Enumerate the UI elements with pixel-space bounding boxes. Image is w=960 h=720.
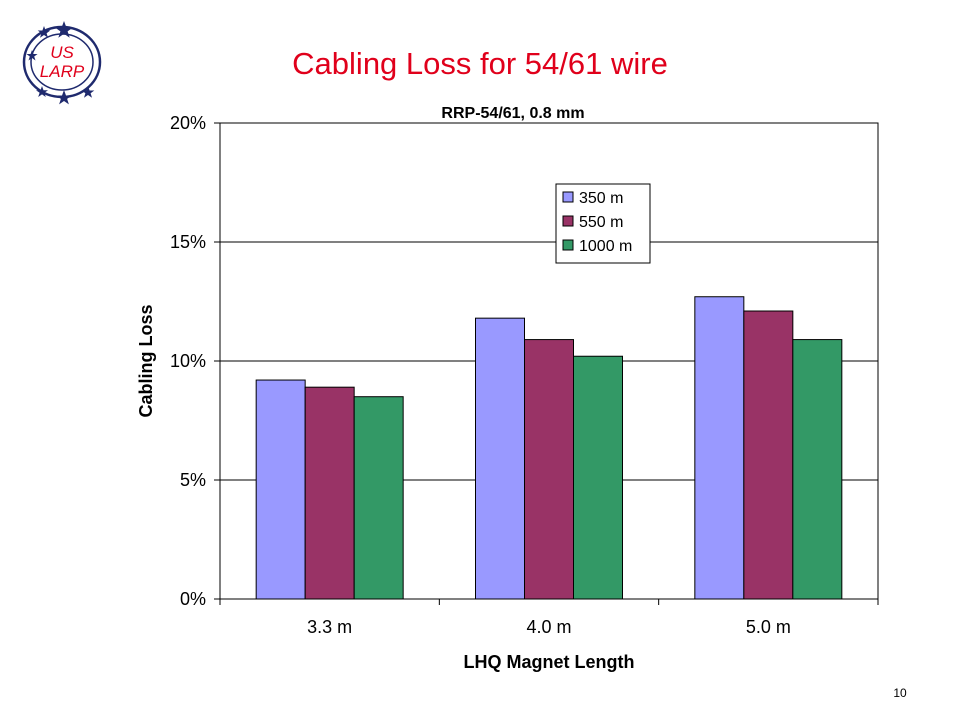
logo-larp-text: LARP (40, 62, 85, 81)
y-axis-ticks: 0% 5% 10% 15% 20% (170, 113, 220, 609)
bar-1000-m-3.3-m (353, 396, 404, 600)
legend-swatch (562, 215, 574, 227)
y-tick-label: 0% (180, 589, 206, 609)
bar-350-m-4.0-m (475, 317, 525, 600)
y-axis-title: Cabling Loss (136, 304, 156, 417)
chart-title: RRP-54/61, 0.8 mm (441, 105, 584, 122)
slide-title: Cabling Loss for 54/61 wire (292, 46, 668, 81)
legend-swatch (562, 191, 574, 203)
bars (255, 296, 843, 600)
chart-legend: 350 m 550 m 1000 m (555, 183, 651, 264)
bar-350-m-3.3-m (255, 379, 306, 600)
x-axis-title: LHQ Magnet Length (464, 652, 635, 672)
y-tick-label: 20% (170, 113, 206, 133)
legend-label: 350 m (579, 190, 623, 207)
x-tick-label: 3.3 m (307, 617, 352, 637)
bar-350-m-5.0-m (694, 296, 745, 600)
bar-550-m-4.0-m (524, 339, 574, 600)
x-axis-ticks: 3.3 m 4.0 m 5.0 m (219, 599, 879, 637)
legend-swatch (562, 239, 574, 251)
bar-550-m-3.3-m (304, 386, 355, 600)
y-tick-label: 10% (170, 351, 206, 371)
legend-label: 1000 m (579, 238, 632, 255)
bar-1000-m-4.0-m (573, 355, 623, 600)
y-tick-label: 15% (170, 232, 206, 252)
page-number: 10 (893, 686, 907, 700)
x-tick-label: 4.0 m (526, 617, 571, 637)
bar-1000-m-5.0-m (792, 339, 843, 600)
bar-550-m-5.0-m (743, 310, 794, 600)
y-tick-label: 5% (180, 470, 206, 490)
x-tick-label: 5.0 m (746, 617, 791, 637)
legend-label: 550 m (579, 214, 623, 231)
us-larp-logo-icon: US LARP (22, 21, 102, 105)
logo-us-text: US (50, 43, 74, 62)
